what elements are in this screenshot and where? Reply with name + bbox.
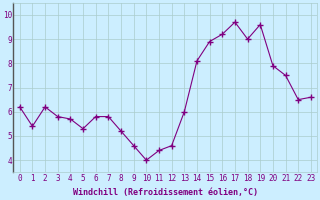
X-axis label: Windchill (Refroidissement éolien,°C): Windchill (Refroidissement éolien,°C) — [73, 188, 258, 197]
